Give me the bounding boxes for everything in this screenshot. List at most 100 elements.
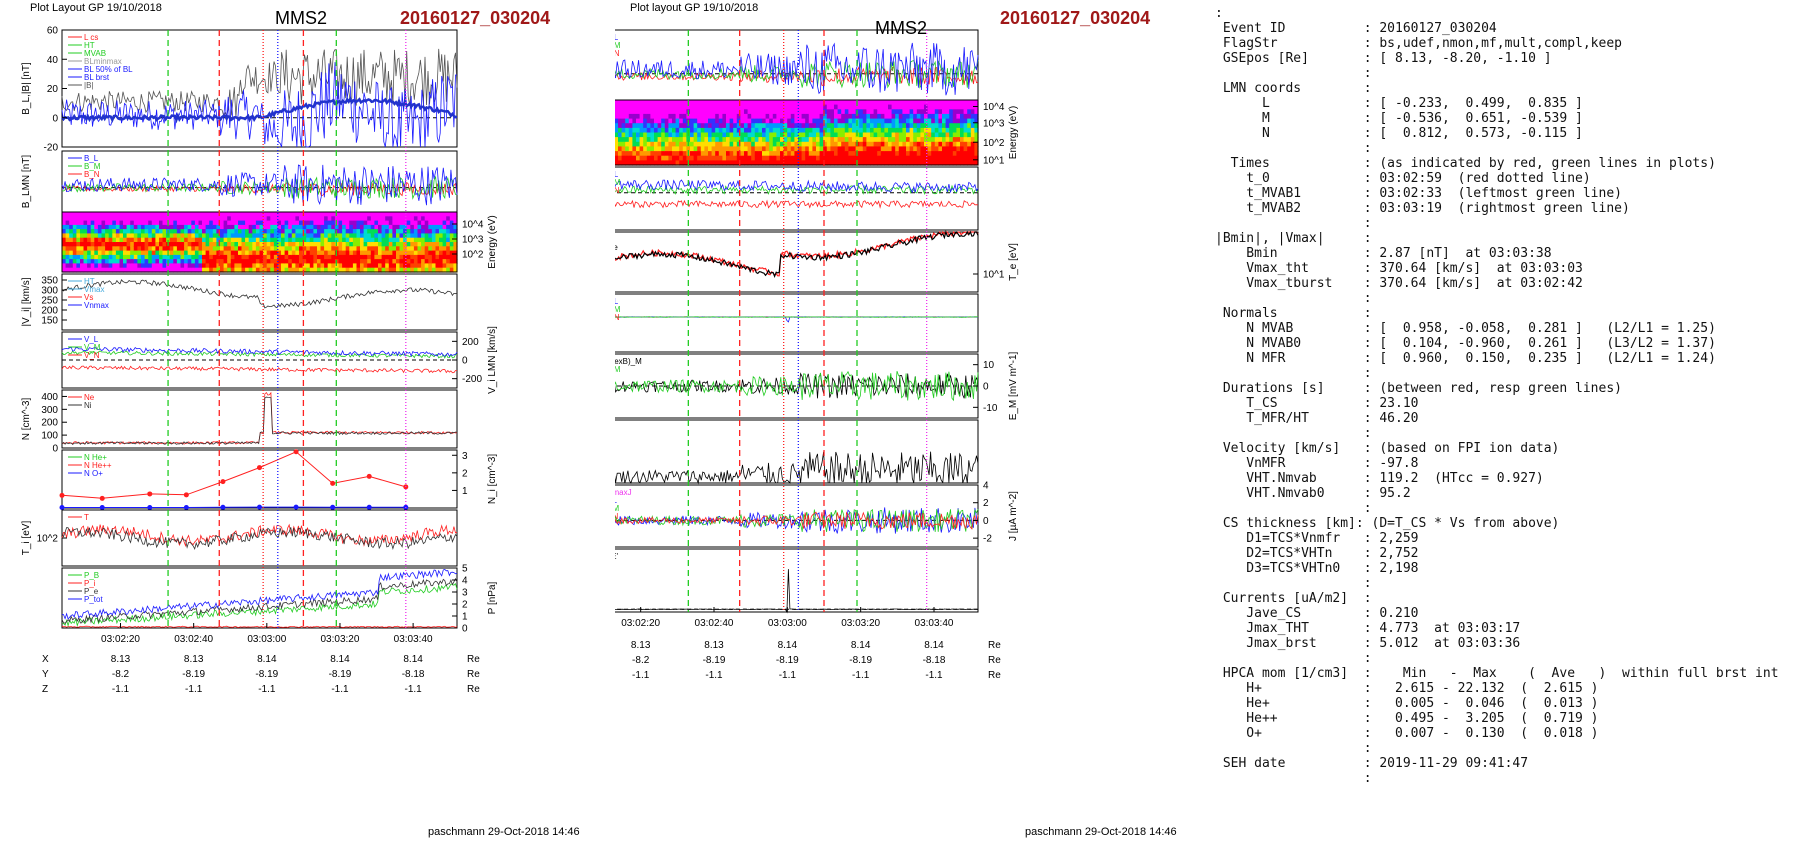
spectrogram-cell <box>360 259 365 264</box>
spectrogram-cell <box>682 127 687 134</box>
position-row-label: Z <box>42 684 48 695</box>
spectrogram-cell <box>252 233 257 239</box>
spectrogram-cell <box>646 123 651 129</box>
summary-line: : <box>1215 366 1372 381</box>
spectrogram-cell <box>762 137 767 143</box>
spectrogram-cell <box>772 123 777 129</box>
spectrogram-cell <box>949 127 954 134</box>
spectrogram-cell <box>632 100 637 106</box>
spectrogram-cell <box>367 263 372 269</box>
spectrogram-cell <box>399 254 404 260</box>
spectrogram-cell <box>198 220 203 226</box>
spectrogram-cell <box>898 151 903 157</box>
spectrogram-cell <box>772 155 777 161</box>
spectrogram-cell <box>378 250 383 256</box>
spectrogram-cell <box>410 224 415 230</box>
spectrogram-cell <box>270 237 275 243</box>
spectrogram-cell <box>273 242 279 247</box>
spectrogram-cell <box>223 250 228 256</box>
position-value: 8.14 <box>257 654 277 665</box>
spectrogram-cell <box>790 118 795 124</box>
spectrogram-cell <box>880 141 885 147</box>
spectrogram-cell <box>334 259 340 264</box>
y-tick-label: 10^3 <box>462 235 484 246</box>
spectrogram-cell <box>220 237 225 243</box>
y-tick-label: 400 <box>41 392 58 403</box>
spectrogram-cell <box>159 259 164 264</box>
spectrogram-cell <box>668 118 673 124</box>
spectrogram-cell <box>76 233 81 239</box>
spectrogram-cell <box>787 118 792 124</box>
y-tick-label: 10^1 <box>983 155 1005 166</box>
legend-entry: B_M <box>615 41 621 50</box>
spectrogram-cell <box>252 267 257 273</box>
spectrogram-cell <box>772 104 777 110</box>
spectrogram-cell <box>816 127 821 134</box>
spectrogram-cell <box>442 250 447 256</box>
spectrogram-cell <box>945 141 950 147</box>
spectrogram-cell <box>794 123 799 129</box>
spectrogram-cell <box>618 123 623 129</box>
spectrogram-cell <box>812 100 817 106</box>
spectrogram-cell <box>410 250 415 256</box>
spectrogram-cell <box>913 146 918 152</box>
spectrogram-cell <box>205 250 210 256</box>
x-tick-label: 03:02:20 <box>101 634 140 645</box>
spectrogram-cell <box>859 137 864 143</box>
spectrogram-cell <box>808 160 813 166</box>
spectrogram-cell <box>378 237 383 243</box>
spectrogram-cell <box>744 123 749 129</box>
spectrogram-cell <box>762 146 767 152</box>
spectrogram-cell <box>191 216 196 222</box>
spectrogram-cell <box>83 229 88 234</box>
spectrogram-cell <box>834 160 839 166</box>
spectrogram-cell <box>119 267 124 273</box>
spectrogram-cell <box>392 250 397 256</box>
spectrogram-cell <box>697 109 702 115</box>
spectrogram-cell <box>360 263 365 269</box>
spectrogram-cell <box>245 267 250 273</box>
spectrogram-cell <box>949 104 954 110</box>
spectrogram-cell <box>790 137 795 143</box>
spectrogram-cell <box>94 263 99 269</box>
spectrogram-cell <box>381 259 386 264</box>
spectrogram-cell <box>747 155 752 161</box>
spectrogram-cell <box>187 237 192 243</box>
spectrogram-cell <box>852 146 857 152</box>
spectrogram-cell <box>173 263 178 269</box>
spectrogram-cell <box>967 160 972 166</box>
spectrogram-cell <box>72 212 77 217</box>
spectrogram-cell <box>862 151 867 157</box>
spectrogram-cell <box>83 254 88 260</box>
spectrogram-cell <box>862 146 867 152</box>
spectrogram-cell <box>198 237 203 243</box>
spectrogram-cell <box>661 146 666 152</box>
spectrogram-cell <box>819 113 824 120</box>
spectrogram-cell <box>406 259 411 264</box>
spectrogram-cell <box>141 224 146 230</box>
y-tick-label: 2 <box>983 498 989 509</box>
spectrogram-cell <box>241 237 246 243</box>
spectrogram-cell <box>374 212 379 217</box>
spectrogram-cell <box>855 155 860 161</box>
spectrogram-cell <box>399 267 404 273</box>
spectrogram-cell <box>424 242 429 247</box>
spectrogram-cell <box>906 151 911 157</box>
spectrogram-cell <box>227 237 232 243</box>
spectrogram-cell <box>306 263 311 269</box>
x-tick-label: 03:03:20 <box>841 618 880 629</box>
spectrogram-cell <box>628 100 633 106</box>
spectrogram-cell <box>144 267 149 273</box>
spectrogram-cell <box>834 155 839 161</box>
spectrogram-cell <box>385 250 390 256</box>
spectrogram-cell <box>123 233 128 239</box>
spectrogram-cell <box>726 113 731 120</box>
spectrogram-cell <box>870 141 875 147</box>
position-value: -8.19 <box>703 655 726 666</box>
spectrogram-cell <box>643 100 648 106</box>
spectrogram-cell <box>112 246 117 252</box>
spectrogram-cell <box>446 237 451 243</box>
spectrogram-cell <box>439 224 444 230</box>
spectrogram-cell <box>241 242 246 247</box>
spectrogram-cell <box>302 224 307 230</box>
